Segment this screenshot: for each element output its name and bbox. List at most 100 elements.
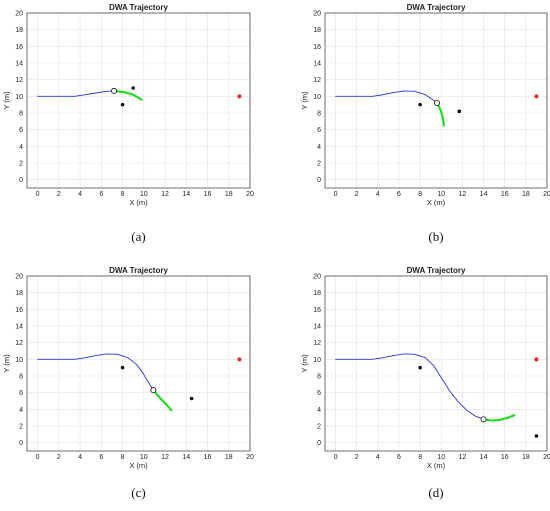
predicted-trajectory xyxy=(482,414,516,422)
y-tick-label: 10 xyxy=(313,94,321,101)
x-tick-label: 16 xyxy=(501,454,509,461)
x-tick-label: 8 xyxy=(121,454,125,461)
robot-marker xyxy=(111,87,118,94)
y-tick-label: 20 xyxy=(15,11,23,18)
y-tick-label: 16 xyxy=(313,44,321,51)
y-tick-label: 12 xyxy=(15,340,23,347)
goal-marker xyxy=(237,94,242,99)
y-tick-label: 18 xyxy=(15,290,23,297)
x-tick-label: 0 xyxy=(334,191,338,198)
robot-trajectory xyxy=(335,353,485,420)
goal-marker xyxy=(534,94,539,99)
y-tick-label: 10 xyxy=(313,357,321,364)
y-tick-label: 14 xyxy=(313,324,321,331)
y-tick-label: 14 xyxy=(313,61,321,68)
x-tick-label: 4 xyxy=(376,454,380,461)
y-axis-label: Y (m) xyxy=(2,91,11,110)
plot-frame xyxy=(324,275,548,452)
x-tick-label: 20 xyxy=(543,191,550,198)
x-tick-label: 18 xyxy=(522,454,530,461)
robot-trajectory xyxy=(335,90,438,104)
y-tick-label: 18 xyxy=(313,27,321,34)
x-tick-label: 18 xyxy=(522,191,530,198)
y-tick-label: 0 xyxy=(317,440,321,447)
robot-marker xyxy=(150,387,157,394)
y-axis-label: Y (m) xyxy=(300,354,309,373)
y-tick-label: 2 xyxy=(19,161,23,168)
y-tick-label: 10 xyxy=(15,357,23,364)
x-tick-label: 2 xyxy=(57,191,61,198)
plot-frame xyxy=(26,12,251,189)
y-tick-label: 4 xyxy=(317,407,321,414)
x-axis-label: X (m) xyxy=(129,198,148,207)
x-tick-label: 14 xyxy=(182,191,190,198)
obstacle-marker xyxy=(189,396,194,401)
chart-panel: 0 2 4 6 8 10 12 14 16 18 20 0 2 4 6 8 10 12 14 16 18 20 DWA Tr… xyxy=(2,266,254,500)
y-tick-label: 0 xyxy=(317,177,321,184)
x-tick-label: 6 xyxy=(99,191,103,198)
y-tick-label: 16 xyxy=(15,307,23,314)
y-tick-label: 4 xyxy=(19,407,23,414)
x-tick-label: 20 xyxy=(246,454,254,461)
y-tick-label: 6 xyxy=(317,390,321,397)
y-tick-label: 10 xyxy=(15,94,23,101)
x-axis-label: X (m) xyxy=(129,461,148,470)
y-axis-label: Y (m) xyxy=(300,91,309,110)
x-axis-label: X (m) xyxy=(427,198,446,207)
obstacle-marker xyxy=(418,102,422,107)
obstacle-marker xyxy=(120,102,125,107)
panel-caption: (b) xyxy=(428,229,443,244)
x-tick-label: 20 xyxy=(246,191,254,198)
y-tick-label: 12 xyxy=(313,340,321,347)
x-tick-label: 16 xyxy=(204,454,212,461)
plot-area xyxy=(27,13,250,188)
panel-caption: (a) xyxy=(131,229,145,244)
plot-frame xyxy=(26,275,251,452)
y-tick-label: 8 xyxy=(317,111,321,118)
x-tick-label: 18 xyxy=(225,191,233,198)
panel-caption: (c) xyxy=(131,485,145,500)
y-tick-label: 2 xyxy=(19,424,23,431)
y-tick-label: 6 xyxy=(19,127,23,134)
x-tick-label: 14 xyxy=(182,454,190,461)
robot-marker xyxy=(434,100,441,107)
panel-caption: (d) xyxy=(428,485,443,500)
y-tick-label: 20 xyxy=(313,11,321,18)
y-tick-label: 18 xyxy=(313,290,321,297)
x-tick-label: 4 xyxy=(78,191,82,198)
y-tick-label: 2 xyxy=(317,424,321,431)
robot-marker xyxy=(480,416,487,423)
plot-frame xyxy=(324,12,548,189)
predicted-trajectory xyxy=(436,101,445,127)
chart-title: DWA Trajectory xyxy=(109,266,168,275)
y-tick-label: 16 xyxy=(15,44,23,51)
x-tick-label: 8 xyxy=(121,191,125,198)
x-tick-label: 2 xyxy=(355,191,359,198)
x-tick-label: 2 xyxy=(57,454,61,461)
obstacle-marker xyxy=(418,365,422,370)
x-tick-label: 0 xyxy=(334,454,338,461)
y-tick-label: 8 xyxy=(317,374,321,381)
x-tick-label: 8 xyxy=(418,191,422,198)
x-tick-label: 2 xyxy=(355,454,359,461)
obstacle-marker xyxy=(457,109,462,114)
plot-area xyxy=(27,276,250,451)
x-tick-label: 10 xyxy=(437,191,445,198)
x-tick-label: 10 xyxy=(140,191,148,198)
y-tick-label: 20 xyxy=(15,274,23,281)
x-axis-label: X (m) xyxy=(427,461,446,470)
y-tick-label: 14 xyxy=(15,324,23,331)
predicted-trajectory xyxy=(152,389,173,412)
x-tick-label: 6 xyxy=(99,454,103,461)
x-tick-label: 10 xyxy=(140,454,148,461)
y-tick-label: 6 xyxy=(317,127,321,134)
robot-trajectory xyxy=(37,90,115,97)
predicted-trajectory xyxy=(112,89,143,101)
x-tick-label: 12 xyxy=(161,191,169,198)
x-tick-label: 6 xyxy=(397,191,401,198)
y-tick-label: 16 xyxy=(313,307,321,314)
chart-title: DWA Trajectory xyxy=(407,266,466,275)
y-tick-label: 8 xyxy=(19,374,23,381)
robot-trajectory xyxy=(37,353,154,391)
